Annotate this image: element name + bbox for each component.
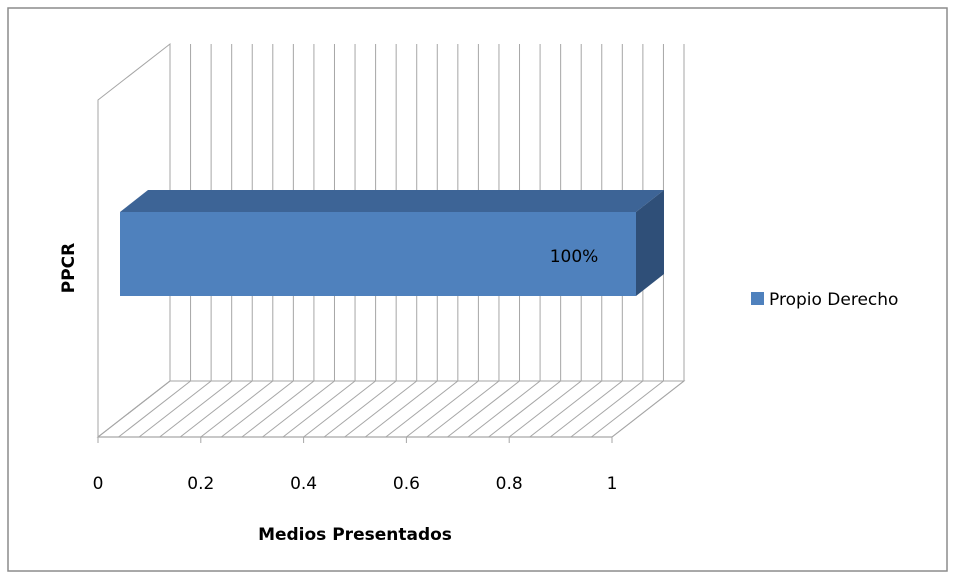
x-tick-label: 0.6 bbox=[393, 474, 420, 494]
y-axis-title: PPCR bbox=[59, 243, 79, 294]
grid-line-floor bbox=[241, 380, 315, 438]
grid-line-floor bbox=[303, 380, 376, 438]
grid-line-floor bbox=[447, 380, 520, 438]
x-axis-title: Medios Presentados bbox=[258, 525, 452, 545]
grid-line-floor bbox=[488, 380, 561, 438]
grid-line-floor bbox=[529, 380, 603, 438]
x-tick-label: 0.2 bbox=[187, 474, 214, 494]
legend-label-propio-derecho: Propio Derecho bbox=[769, 290, 898, 310]
grid-line-floor bbox=[138, 380, 212, 438]
grid-line-floor bbox=[344, 380, 418, 438]
grid-line-floor bbox=[385, 380, 459, 438]
bar bbox=[120, 212, 636, 296]
legend: Propio Derecho bbox=[751, 290, 898, 310]
grid-line-floor bbox=[323, 380, 397, 438]
grid-line-floor bbox=[550, 380, 623, 438]
x-tick-label: 0.8 bbox=[496, 474, 523, 494]
grid-line-floor bbox=[200, 380, 274, 438]
x-tick-label: 1 bbox=[607, 474, 618, 494]
legend-swatch-propio-derecho bbox=[751, 292, 764, 305]
x-tick-labels: 0 0.2 0.4 0.6 0.8 1 bbox=[93, 474, 618, 494]
chart-walls bbox=[96, 42, 686, 443]
grid-line-floor bbox=[406, 380, 479, 438]
bar-side-face bbox=[636, 190, 664, 296]
grid-line-floor bbox=[570, 380, 644, 438]
x-tick-label: 0.4 bbox=[290, 474, 317, 494]
grid-line-floor bbox=[118, 380, 191, 438]
grid-line-floor bbox=[221, 380, 294, 438]
grid-line-floor bbox=[159, 380, 232, 438]
grid-line-floor bbox=[591, 380, 664, 438]
grid-line-floor bbox=[282, 380, 356, 438]
grid-line-floor bbox=[179, 380, 253, 438]
bar-top-face bbox=[120, 190, 664, 212]
grid-line-floor bbox=[426, 380, 500, 438]
grid-line-floor bbox=[508, 380, 582, 438]
bars: 100% bbox=[120, 190, 664, 296]
bar-data-label: 100% bbox=[550, 247, 599, 267]
grid-line-floor bbox=[262, 380, 335, 438]
grid-line-floor bbox=[467, 380, 541, 438]
x-tick-label: 0 bbox=[93, 474, 104, 494]
grid-line-floor bbox=[364, 380, 438, 438]
